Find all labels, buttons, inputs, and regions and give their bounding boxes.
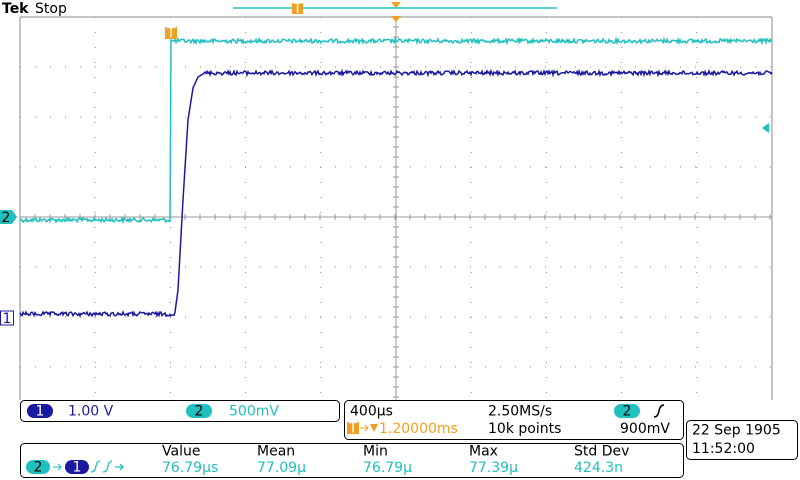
meas-header: Max xyxy=(469,444,498,460)
trigger-pos-icon xyxy=(292,3,303,14)
slope-icon xyxy=(653,404,665,418)
horizontal-readout xyxy=(344,400,684,440)
ch2-pill xyxy=(186,404,212,418)
meas-value: 76.79µ xyxy=(363,460,412,476)
measurement-box xyxy=(20,443,684,478)
acq-status: Stop xyxy=(35,1,67,17)
trigger-delay: 1.20000ms xyxy=(379,421,458,437)
delay-arrow xyxy=(360,424,369,432)
time: 11:52:00 xyxy=(692,441,755,457)
meas-header: Std Dev xyxy=(574,444,629,460)
trig-source: 2 xyxy=(623,404,632,420)
ch1-waveform xyxy=(19,68,773,318)
delay-icon-label: T xyxy=(348,421,358,437)
ch2-ground-marker xyxy=(0,210,17,224)
trigger-level: 900mV xyxy=(620,421,670,437)
meas-source-pill xyxy=(26,460,50,474)
center-marker xyxy=(391,16,401,22)
ch1-ground-marker xyxy=(0,310,14,326)
trigger-label: T xyxy=(166,26,176,42)
meas-target-pill xyxy=(65,460,89,474)
graticule xyxy=(19,16,773,400)
trigger-icon xyxy=(165,27,177,39)
meas-header: Min xyxy=(363,444,388,460)
ch1-scale: 1.00 V xyxy=(68,404,114,420)
meas-header: Value xyxy=(162,444,200,460)
meas-value: 77.09µ xyxy=(257,460,306,476)
clock-box xyxy=(686,420,798,460)
waveforms xyxy=(19,36,773,318)
vertical-readout xyxy=(20,400,340,422)
delay-icon xyxy=(347,422,359,434)
record-length: 10k points xyxy=(488,421,561,437)
meas-value: 77.39µ xyxy=(469,460,518,476)
meas-arrow xyxy=(53,463,62,471)
delay-marker xyxy=(370,424,378,432)
ch1-ground-label: 1 xyxy=(3,311,12,327)
meas-edge-icon xyxy=(90,460,124,473)
meas-value: 76.79µs xyxy=(162,460,218,476)
sample-rate: 2.50MS/s xyxy=(488,404,552,420)
ch2-ground-label: 2 xyxy=(2,210,11,226)
meas-header: Mean xyxy=(257,444,295,460)
ch1-pill-label: 1 xyxy=(36,404,45,420)
ch2-waveform xyxy=(19,36,773,225)
expansion-marker xyxy=(391,2,401,8)
time-scale: 400µs xyxy=(350,404,393,420)
ch1-pill xyxy=(27,404,53,418)
trigger-level-marker xyxy=(762,123,769,133)
ch2-scale: 500mV xyxy=(229,404,279,420)
ch2-pill-label: 2 xyxy=(195,404,204,420)
meas-source: 2 xyxy=(34,460,43,476)
meas-value: 424.3n xyxy=(574,460,623,476)
brand: Tek xyxy=(2,1,29,17)
trig-source-pill xyxy=(614,404,640,418)
meas-target: 1 xyxy=(73,460,82,476)
date: 22 Sep 1905 xyxy=(692,423,781,439)
trigger-pos-label: T xyxy=(292,1,302,17)
